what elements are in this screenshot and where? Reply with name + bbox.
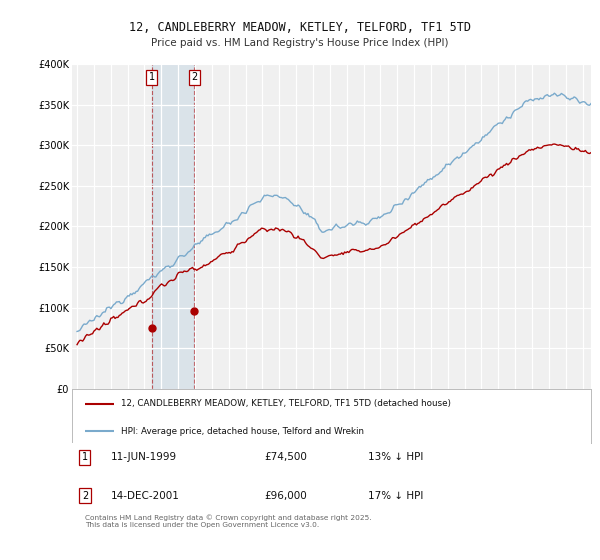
Text: 12, CANDLEBERRY MEADOW, KETLEY, TELFORD, TF1 5TD: 12, CANDLEBERRY MEADOW, KETLEY, TELFORD,… [129, 21, 471, 34]
Text: 14-DEC-2001: 14-DEC-2001 [111, 491, 180, 501]
Text: HPI: Average price, detached house, Telford and Wrekin: HPI: Average price, detached house, Telf… [121, 427, 364, 436]
Text: 1: 1 [149, 72, 155, 82]
Text: £74,500: £74,500 [264, 452, 307, 463]
Text: 17% ↓ HPI: 17% ↓ HPI [368, 491, 423, 501]
Text: 2: 2 [82, 491, 88, 501]
Text: 13% ↓ HPI: 13% ↓ HPI [368, 452, 423, 463]
Text: Price paid vs. HM Land Registry's House Price Index (HPI): Price paid vs. HM Land Registry's House … [151, 38, 449, 48]
Text: 2: 2 [191, 72, 197, 82]
Text: 11-JUN-1999: 11-JUN-1999 [111, 452, 177, 463]
Bar [152, 64, 194, 389]
Text: £96,000: £96,000 [264, 491, 307, 501]
Text: 12, CANDLEBERRY MEADOW, KETLEY, TELFORD, TF1 5TD (detached house): 12, CANDLEBERRY MEADOW, KETLEY, TELFORD,… [121, 399, 451, 408]
Text: 1: 1 [82, 452, 88, 463]
Text: Contains HM Land Registry data © Crown copyright and database right 2025.
This d: Contains HM Land Registry data © Crown c… [85, 515, 371, 529]
